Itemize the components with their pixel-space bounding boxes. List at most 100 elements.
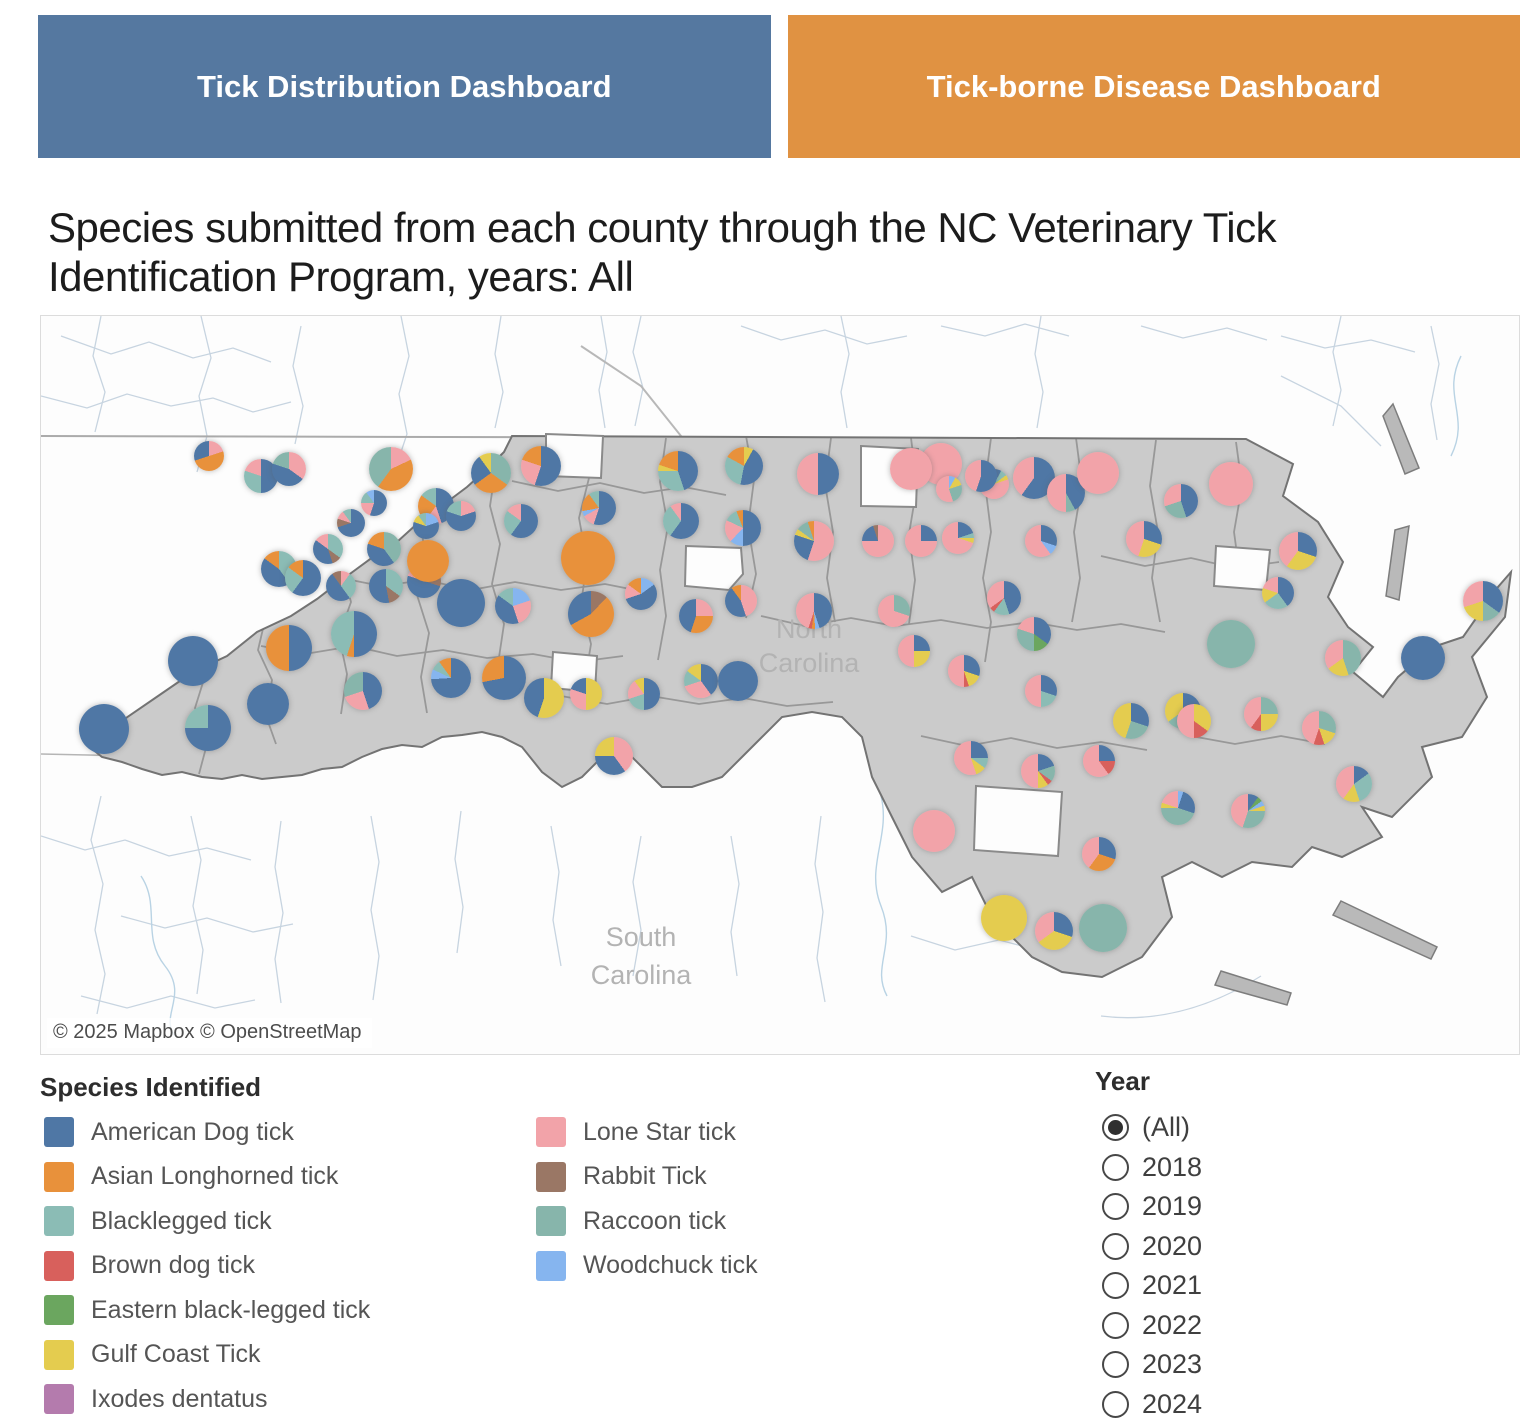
county-pie[interactable] [1017,617,1051,651]
legend-item-lst[interactable]: Lone Star tick [536,1110,758,1155]
radio-selected-icon[interactable] [1102,1114,1129,1142]
county-pie[interactable] [862,525,894,557]
legend-item-bdt[interactable]: Brown dog tick [44,1244,370,1289]
year-option-2020[interactable]: 2020 [1102,1227,1202,1267]
legend-item-rct[interactable]: Raccoon tick [536,1199,758,1244]
county-pie[interactable] [369,569,403,603]
county-pie[interactable] [913,810,955,852]
county-pie[interactable] [1463,581,1503,621]
county-pie[interactable] [1164,484,1198,518]
county-pie[interactable] [663,503,699,539]
county-pie[interactable] [954,741,988,775]
county-pie[interactable] [369,447,413,491]
county-pie[interactable] [1126,521,1162,557]
legend-item-wct[interactable]: Woodchuck tick [536,1244,758,1289]
county-pie[interactable] [1302,711,1336,745]
county-pie[interactable] [337,509,365,537]
county-pie[interactable] [413,513,439,539]
county-pie[interactable] [898,635,930,667]
county-pie[interactable] [1025,675,1057,707]
county-pie[interactable] [725,447,763,485]
county-pie[interactable] [79,704,129,754]
county-pie[interactable] [905,525,937,557]
county-pie[interactable] [1401,636,1445,680]
radio-icon[interactable] [1102,1232,1129,1260]
county-pie[interactable] [367,532,401,566]
county-pie[interactable] [796,593,832,629]
legend-item-rbt[interactable]: Rabbit Tick [536,1155,758,1200]
county-pie[interactable] [797,453,839,495]
county-pie[interactable] [437,579,485,627]
county-pie[interactable] [570,678,602,710]
county-pie[interactable] [247,683,289,725]
county-pie[interactable] [679,599,713,633]
county-pie[interactable] [595,737,633,775]
year-option-all[interactable]: (All) [1102,1108,1202,1148]
county-pie[interactable] [1082,837,1116,871]
county-pie[interactable] [168,636,218,686]
legend-item-blt[interactable]: Blacklegged tick [44,1199,370,1244]
county-pie[interactable] [326,571,356,601]
county-pie[interactable] [1077,452,1119,494]
radio-icon[interactable] [1102,1390,1129,1418]
tab-tick-distribution[interactable]: Tick Distribution Dashboard [38,15,771,158]
county-pie[interactable] [272,452,306,486]
county-pie[interactable] [1231,794,1265,828]
county-pie[interactable] [1325,640,1361,676]
county-pie[interactable] [1336,766,1372,802]
county-pie[interactable] [495,588,531,624]
county-pie[interactable] [1177,704,1211,738]
county-pie[interactable] [658,451,698,491]
county-pie[interactable] [482,656,526,700]
tab-tick-borne-disease[interactable]: Tick-borne Disease Dashboard [787,15,1520,158]
legend-item-alt[interactable]: Asian Longhorned tick [44,1155,370,1200]
county-pie[interactable] [1279,532,1317,570]
radio-icon[interactable] [1102,1311,1129,1339]
radio-icon[interactable] [1102,1153,1129,1181]
county-pie[interactable] [471,453,511,493]
year-option-2019[interactable]: 2019 [1102,1187,1202,1227]
county-pie[interactable] [194,441,224,471]
year-option-2021[interactable]: 2021 [1102,1266,1202,1306]
legend-item-ixd[interactable]: Ixodes dentatus [44,1377,370,1422]
county-pie[interactable] [344,672,382,710]
county-pie[interactable] [331,611,377,657]
county-pie[interactable] [718,661,758,701]
radio-icon[interactable] [1102,1351,1129,1379]
county-pie[interactable] [936,476,962,502]
county-pie[interactable] [890,448,932,490]
year-option-2024[interactable]: 2024 [1102,1385,1202,1425]
county-pie[interactable] [313,534,343,564]
county-pie[interactable] [407,540,449,582]
legend-item-adt[interactable]: American Dog tick [44,1110,370,1155]
year-option-2023[interactable]: 2023 [1102,1345,1202,1385]
county-pie[interactable] [582,491,616,525]
county-pie[interactable] [628,678,660,710]
county-pie[interactable] [561,531,615,585]
county-pie[interactable] [1079,904,1127,952]
county-pie[interactable] [1025,525,1057,557]
county-pie[interactable] [568,591,614,637]
radio-icon[interactable] [1102,1272,1129,1300]
county-pie[interactable] [185,705,231,751]
county-pie[interactable] [1244,697,1278,731]
county-pie[interactable] [431,658,471,698]
county-pie[interactable] [725,585,757,617]
map-attribution[interactable]: © 2025 Mapbox © OpenStreetMap [47,1018,372,1048]
county-pie[interactable] [625,578,657,610]
county-pie[interactable] [1161,791,1195,825]
county-pie[interactable] [446,501,476,531]
county-pie[interactable] [794,521,834,561]
year-option-2018[interactable]: 2018 [1102,1148,1202,1188]
county-pie[interactable] [524,678,564,718]
county-pie[interactable] [942,522,974,554]
county-pie[interactable] [1113,703,1149,739]
county-pie[interactable] [1207,620,1255,668]
county-pie[interactable] [1262,577,1294,609]
county-pie[interactable] [504,504,538,538]
legend-item-gct[interactable]: Gulf Coast Tick [44,1333,370,1378]
nc-county-map[interactable]: North Carolina South Carolina © 2025 Map… [40,315,1520,1055]
county-pie[interactable] [521,446,561,486]
county-pie[interactable] [878,595,910,627]
county-pie[interactable] [1083,745,1115,777]
